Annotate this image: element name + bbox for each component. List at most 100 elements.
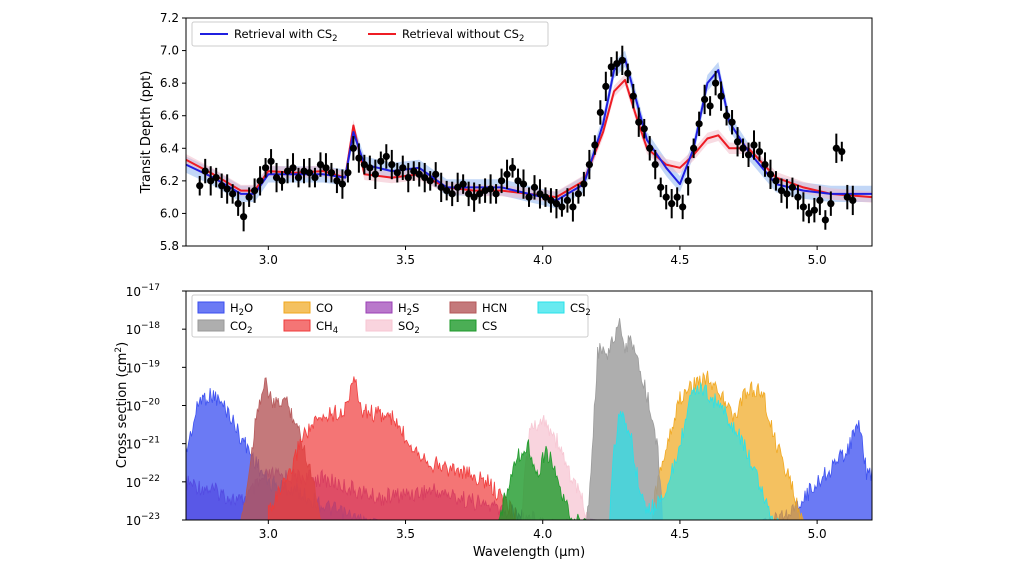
data-point	[717, 92, 725, 100]
data-point	[662, 193, 670, 201]
data-point	[843, 193, 851, 201]
data-point	[344, 169, 352, 177]
data-point	[640, 125, 648, 133]
data-point	[651, 160, 659, 169]
legend-label-h2s: H2S	[398, 301, 419, 318]
legend-swatch-co2	[197, 319, 225, 332]
y-tick-label: 10−21	[126, 436, 160, 452]
data-point	[525, 193, 533, 201]
legend-label-so2: SO2	[398, 319, 420, 336]
legend-label-with-cs2: Retrieval with CS2	[234, 27, 338, 44]
data-point	[497, 177, 506, 185]
data-point	[338, 180, 347, 188]
y-tick-label: 10−18	[126, 321, 161, 337]
data-point	[229, 190, 237, 198]
y-tick-label: 6.2	[160, 174, 179, 188]
data-point	[733, 138, 742, 146]
data-point	[355, 154, 363, 162]
legend-swatch-h2o	[197, 301, 225, 314]
data-point	[816, 196, 824, 204]
data-point	[251, 187, 259, 195]
data-point	[761, 160, 769, 169]
legend-label-cs: CS	[482, 319, 497, 333]
bottom-y-axis-label: Cross section (cm2)	[114, 342, 130, 468]
data-point	[492, 190, 500, 198]
data-point	[635, 118, 643, 126]
data-point	[706, 102, 714, 110]
data-point	[377, 157, 385, 165]
cross-section-panel: 3.0 3.5 4.0 4.5 5.0 10−17 10−18 10−19 10−20 10−2…	[114, 283, 873, 560]
data-point	[673, 193, 681, 201]
data-point	[777, 187, 786, 195]
bottom-plot-frame	[185, 290, 873, 521]
data-point	[607, 63, 615, 71]
data-point	[596, 108, 604, 117]
data-point	[382, 152, 390, 161]
data-point	[585, 160, 593, 169]
data-point	[432, 170, 440, 178]
x-tick-label: 3.0	[259, 253, 278, 267]
data-point	[371, 170, 379, 178]
data-point	[799, 203, 808, 211]
data-point	[695, 120, 703, 128]
data-point	[289, 164, 297, 172]
data-point	[465, 190, 473, 198]
data-point	[646, 144, 654, 152]
data-point	[701, 95, 709, 104]
data-point	[234, 200, 242, 208]
legend-label-co: CO	[316, 301, 333, 315]
data-point	[327, 169, 336, 177]
data-point	[360, 160, 368, 169]
data-point	[805, 209, 813, 218]
data-point	[591, 141, 599, 149]
data-point	[503, 170, 511, 178]
legend-swatch-cs2	[537, 301, 565, 314]
x-tick-label: 5.0	[808, 527, 827, 541]
data-point	[574, 190, 582, 198]
data-point	[426, 177, 434, 185]
data-point	[421, 174, 429, 182]
x-tick-label: 3.0	[259, 527, 278, 541]
data-point	[283, 167, 292, 175]
data-point	[558, 203, 566, 211]
y-tick-label: 10−19	[126, 359, 161, 375]
data-point	[196, 182, 204, 190]
data-point	[684, 177, 692, 185]
area-cs	[498, 439, 588, 520]
y-tick-label: 6.6	[160, 109, 179, 123]
data-point	[629, 92, 637, 100]
top-legend: Retrieval with CS2 Retrieval without CS2	[191, 21, 549, 47]
data-point	[657, 183, 665, 191]
y-tick-label: 10−20	[126, 398, 161, 414]
legend-label-co2: CO2	[230, 319, 253, 336]
legend-swatch-co	[283, 301, 311, 314]
data-point	[788, 183, 797, 191]
data-point	[552, 200, 561, 208]
legend-label-ch4: CH4	[316, 319, 338, 336]
data-point	[333, 177, 341, 185]
y-tick-label: 7.0	[160, 44, 179, 58]
data-point	[207, 177, 215, 185]
y-tick-label: 6.8	[160, 76, 179, 90]
data-point	[838, 147, 846, 156]
legend-label-without-cs2: Retrieval without CS2	[402, 27, 524, 44]
legend-label-cs2: CS2	[570, 301, 591, 318]
data-point	[311, 174, 319, 182]
data-point	[613, 60, 621, 68]
data-point	[300, 167, 308, 175]
data-point	[272, 174, 281, 182]
data-point	[569, 203, 577, 211]
data-point	[240, 213, 248, 221]
area-ch4	[267, 376, 516, 520]
data-point	[668, 200, 676, 208]
data-point	[832, 144, 840, 152]
data-point	[212, 174, 220, 182]
data-point	[690, 144, 698, 152]
data-point	[739, 144, 747, 152]
legend-label-hcn: HCN	[482, 301, 507, 315]
data-point	[366, 164, 374, 172]
top-plot-frame-bg	[186, 18, 872, 246]
data-point	[305, 169, 314, 177]
